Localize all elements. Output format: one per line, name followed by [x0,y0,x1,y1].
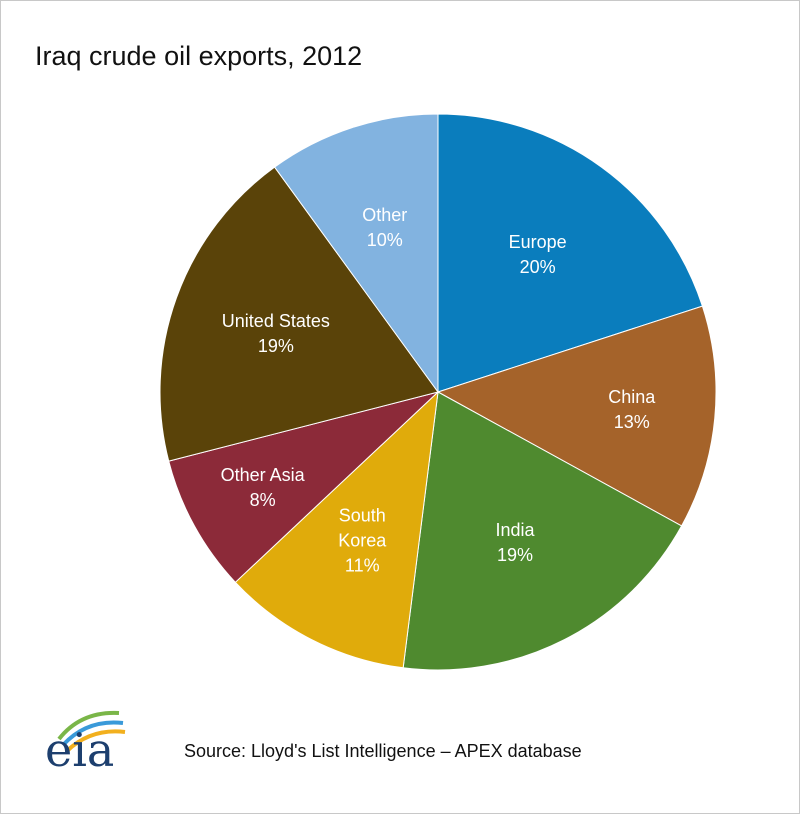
slice-category: China [608,387,656,408]
pie-slice [168,391,439,584]
slice-value-label: 13% [613,412,650,433]
pie-slice [402,391,683,671]
slice-value-label: 19% [496,545,533,566]
slice-value-label: 11% [344,555,380,576]
pie-slice [273,113,439,394]
source-note: Source: Lloyd's List Intelligence – APEX… [184,741,582,761]
slice-category: South Korea [338,505,387,551]
slice-label: Other 10% [362,203,407,253]
slice-category: Europe [508,231,567,252]
pie-slice [159,166,439,462]
slice-category: Other Asia [220,465,305,486]
slice-label: China 13% [608,385,655,435]
slice-value-label: 20% [519,256,556,277]
slice-value-label: 10% [366,230,403,251]
slice-label: Europe 20% [509,230,567,280]
slice-label: United States 19% [222,309,330,359]
slice-value-label: 8% [249,490,276,511]
logo-swoosh [57,710,126,753]
logo: eia [45,723,115,777]
pie-slice [436,305,717,527]
pie-slice [234,390,439,669]
slice-category: Other [362,205,408,226]
chart-title: Iraq crude oil exports, 2012 [35,41,363,71]
slice-value-label: 19% [257,335,294,356]
slice-category: India [495,520,535,541]
slice-label: Other Asia 8% [221,463,305,513]
slice-category: United States [221,310,330,331]
pie-slice [437,113,704,393]
slice-label: India 19% [495,518,534,568]
slice-label: South Korea 11% [327,503,397,578]
